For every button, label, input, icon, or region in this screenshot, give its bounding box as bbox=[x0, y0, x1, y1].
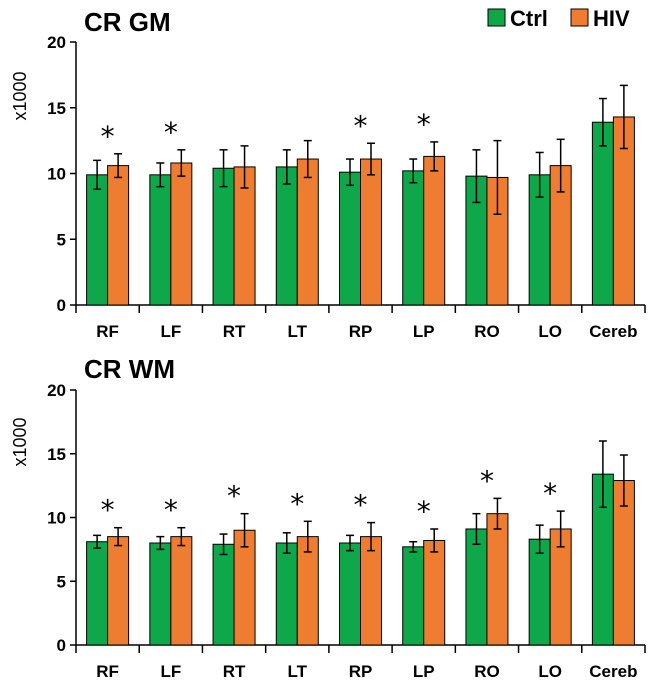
chart-title: CR WM bbox=[84, 354, 175, 384]
bar-hiv bbox=[107, 165, 130, 306]
x-tick-label: Cereb bbox=[589, 322, 637, 341]
significance-marker: * bbox=[227, 480, 241, 513]
bar-ctrl bbox=[86, 174, 109, 306]
significance-marker: * bbox=[354, 109, 368, 142]
bar-ctrl bbox=[339, 542, 361, 646]
y-tick-label: 10 bbox=[47, 165, 66, 184]
y-tick-label: 20 bbox=[47, 33, 66, 52]
bar-ctrl bbox=[212, 543, 235, 646]
chart-panel-cr-gm: CR GM x1000 0 5 10 15 20 RF * LF * RT LT RP * LP * RO LO… bbox=[10, 7, 646, 341]
bar-ctrl bbox=[591, 121, 614, 306]
x-tick-label: RT bbox=[223, 322, 246, 341]
bar-hiv bbox=[107, 536, 130, 646]
significance-marker: * bbox=[290, 487, 304, 520]
y-tick-label: 5 bbox=[57, 572, 66, 591]
y-tick-label: 0 bbox=[57, 636, 66, 655]
x-tick-label: RF bbox=[96, 322, 119, 341]
bar-ctrl bbox=[339, 171, 361, 306]
x-tick-label: LF bbox=[160, 662, 181, 681]
legend-swatch-hiv bbox=[570, 8, 589, 27]
y-tick-label: 10 bbox=[47, 509, 66, 528]
bar-ctrl bbox=[465, 528, 488, 646]
legend-swatch-ctrl bbox=[487, 8, 506, 27]
bar-hiv bbox=[296, 158, 319, 306]
chart-title: CR GM bbox=[84, 7, 171, 37]
x-tick-label: RO bbox=[474, 662, 500, 681]
bar-ctrl bbox=[149, 174, 172, 306]
x-tick-label: LP bbox=[413, 662, 435, 681]
bar-hiv bbox=[170, 536, 193, 646]
bar-ctrl bbox=[275, 166, 298, 306]
y-tick-label: 15 bbox=[47, 445, 66, 464]
x-tick-label: LP bbox=[413, 322, 435, 341]
bar-ctrl bbox=[402, 170, 425, 306]
significance-marker: * bbox=[164, 116, 178, 149]
significance-marker: * bbox=[101, 120, 115, 153]
x-tick-label: RP bbox=[349, 662, 373, 681]
significance-marker: * bbox=[480, 464, 494, 497]
x-tick-label: LO bbox=[538, 322, 562, 341]
legend-label-hiv: HIV bbox=[593, 6, 630, 31]
bar-ctrl bbox=[528, 538, 551, 646]
bar-hiv bbox=[360, 536, 382, 646]
y-axis-label: x1000 bbox=[10, 71, 30, 120]
significance-marker: * bbox=[164, 494, 178, 527]
x-tick-label: LT bbox=[288, 662, 308, 681]
significance-marker: * bbox=[354, 489, 368, 522]
bar-ctrl bbox=[212, 167, 235, 306]
x-tick-label: RF bbox=[96, 662, 119, 681]
bar-ctrl bbox=[149, 542, 172, 646]
legend: Ctrl HIV bbox=[487, 6, 630, 31]
bar-ctrl bbox=[86, 541, 109, 646]
bar-hiv bbox=[170, 162, 193, 306]
significance-marker: * bbox=[417, 108, 431, 141]
significance-marker: * bbox=[417, 495, 431, 528]
y-tick-label: 15 bbox=[47, 99, 66, 118]
chart-panel-cr-wm: CR WM x1000 0 5 10 15 20 RF * LF * RT * LT * RP * LP * RO… bbox=[10, 354, 646, 681]
x-tick-label: LF bbox=[160, 322, 181, 341]
bar-hiv bbox=[296, 536, 319, 646]
x-tick-label: RT bbox=[223, 662, 246, 681]
bar-hiv bbox=[423, 539, 446, 646]
bar-ctrl bbox=[402, 546, 425, 646]
bar-hiv bbox=[423, 155, 446, 306]
x-tick-label: Cereb bbox=[589, 662, 637, 681]
y-tick-label: 5 bbox=[57, 230, 66, 249]
bar-hiv bbox=[486, 513, 509, 646]
y-tick-label: 20 bbox=[47, 381, 66, 400]
bar-ctrl bbox=[275, 542, 298, 646]
y-axis-label: x1000 bbox=[10, 417, 30, 466]
legend-label-ctrl: Ctrl bbox=[510, 6, 548, 31]
x-tick-label: LO bbox=[538, 662, 562, 681]
bar-hiv bbox=[360, 158, 382, 306]
x-tick-label: RO bbox=[474, 322, 500, 341]
y-tick-label: 0 bbox=[57, 296, 66, 315]
x-tick-label: RP bbox=[349, 322, 373, 341]
significance-marker: * bbox=[101, 494, 115, 527]
significance-marker: * bbox=[543, 477, 557, 510]
x-tick-label: LT bbox=[288, 322, 308, 341]
